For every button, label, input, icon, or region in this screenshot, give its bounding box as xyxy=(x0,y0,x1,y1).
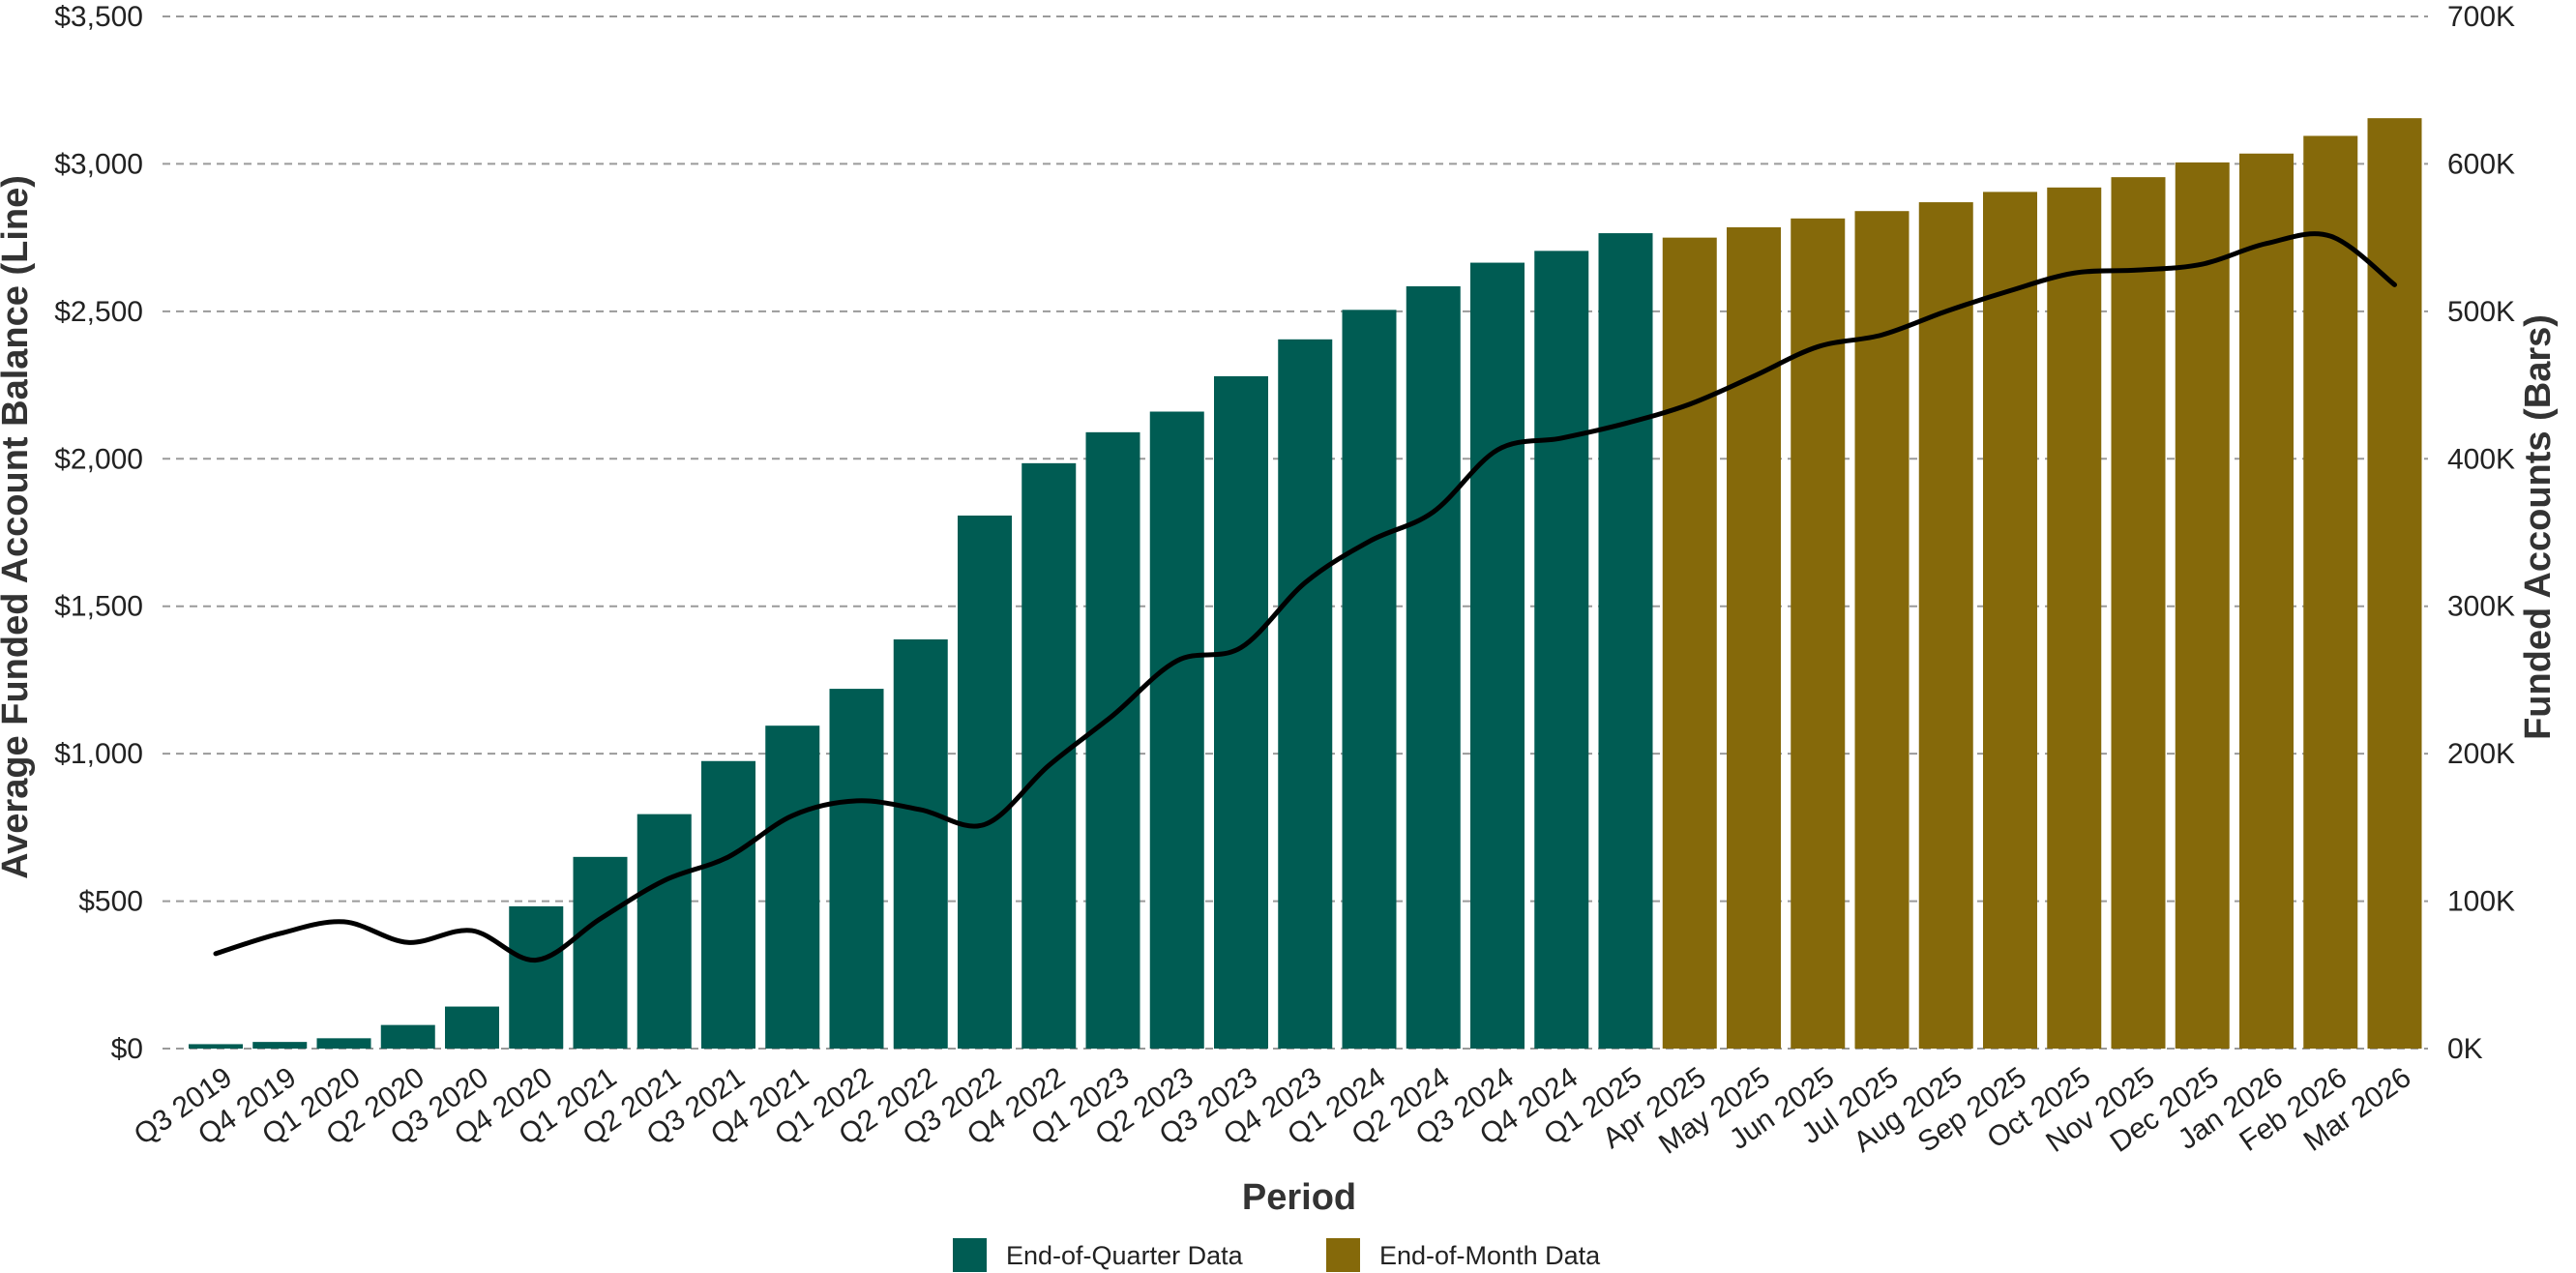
right-tick-label: 400K xyxy=(2447,443,2515,475)
bar-month xyxy=(1727,226,1781,1050)
bar-quarter xyxy=(1214,375,1268,1049)
bar-quarter xyxy=(509,905,564,1049)
bar-quarter xyxy=(1278,339,1333,1049)
bar-month xyxy=(1918,202,1973,1049)
left-tick-label: $1,500 xyxy=(54,591,143,623)
bar-month xyxy=(1854,211,1910,1050)
bar-quarter xyxy=(316,1038,371,1049)
right-tick-label: 700K xyxy=(2447,1,2515,33)
bar-quarter xyxy=(380,1024,435,1049)
right-axis: 0K 100K 200K 300K 400K 500K 600K 700K xyxy=(2447,1,2515,1065)
bar-quarter xyxy=(1085,431,1140,1049)
bar-quarter xyxy=(829,689,884,1049)
bar-quarter xyxy=(1406,285,1461,1049)
bar-quarter xyxy=(1022,462,1077,1049)
left-tick-label: $500 xyxy=(78,886,143,918)
left-tick-label: $2,500 xyxy=(54,296,143,328)
left-tick-label: $2,000 xyxy=(54,443,143,475)
bar-month xyxy=(2303,135,2358,1049)
bar-month xyxy=(1791,218,1846,1049)
bar-quarter xyxy=(1534,251,1589,1049)
bar-quarter xyxy=(1598,233,1653,1049)
left-axis-title: Average Funded Account Balance (Line) xyxy=(0,175,36,879)
bar-quarter xyxy=(893,639,948,1049)
right-tick-label: 0K xyxy=(2447,1033,2483,1065)
bar-month xyxy=(2111,177,2166,1049)
bar-quarter xyxy=(1342,310,1397,1049)
right-tick-label: 200K xyxy=(2447,738,2515,770)
right-tick-label: 500K xyxy=(2447,296,2515,328)
right-axis-title: Funded Accounts (Bars) xyxy=(2518,314,2559,740)
bar-month xyxy=(2239,153,2294,1050)
left-tick-label: $0 xyxy=(111,1033,143,1065)
left-tick-label: $3,500 xyxy=(54,1,143,33)
bar-quarter xyxy=(1470,262,1525,1049)
x-axis-title: Period xyxy=(1242,1177,1356,1218)
bar-quarter xyxy=(445,1006,499,1049)
bars xyxy=(189,118,2422,1050)
line-series xyxy=(213,231,2397,963)
bar-month xyxy=(2175,162,2230,1049)
bar-month xyxy=(1983,192,2037,1049)
bar-quarter xyxy=(958,515,1012,1049)
legend-swatch-quarter xyxy=(953,1238,987,1272)
line-average-balance xyxy=(213,231,2397,963)
bar-quarter xyxy=(701,760,755,1049)
right-tick-label: 300K xyxy=(2447,591,2515,623)
right-tick-label: 100K xyxy=(2447,886,2515,918)
bar-quarter xyxy=(252,1042,308,1049)
bar-quarter xyxy=(189,1044,243,1049)
bar-quarter xyxy=(573,856,628,1049)
bar-month xyxy=(2047,187,2102,1049)
left-tick-label: $3,000 xyxy=(54,148,143,180)
legend-label-month: End-of-Month Data xyxy=(1379,1241,1601,1270)
right-tick-label: 600K xyxy=(2447,148,2515,180)
legend-swatch-month xyxy=(1326,1238,1360,1272)
legend-label-quarter: End-of-Quarter Data xyxy=(1006,1241,1244,1270)
bar-quarter xyxy=(1149,411,1204,1050)
bar-quarter xyxy=(765,725,820,1049)
bar-quarter xyxy=(637,814,692,1049)
bar-month xyxy=(1662,237,1717,1050)
left-axis: $0 $500 $1,000 $1,500 $2,000 $2,500 $3,000 $3,5… xyxy=(54,1,143,1065)
legend: End-of-Quarter Data End-of-Month Data xyxy=(953,1238,1601,1272)
left-tick-label: $1,000 xyxy=(54,738,143,770)
bar-month xyxy=(2367,118,2422,1049)
